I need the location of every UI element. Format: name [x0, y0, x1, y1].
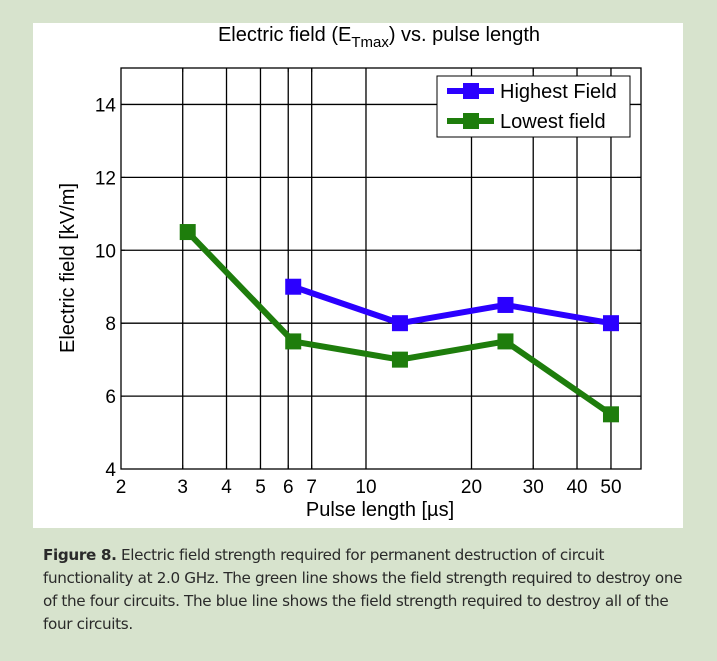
series-line-highest-field — [292, 283, 612, 327]
y-tick-label: 8 — [105, 314, 116, 335]
y-tick-label: 4 — [105, 460, 116, 481]
data-point — [602, 315, 619, 332]
y-tick-label: 10 — [95, 241, 116, 262]
x-tick-label: 10 — [355, 477, 376, 498]
x-tick-label: 20 — [461, 477, 482, 498]
caption-text: Electric field strength required for per… — [43, 546, 683, 633]
legend-label: Lowest field — [500, 111, 606, 133]
data-point — [391, 315, 408, 332]
series-layer — [179, 224, 619, 423]
figure-caption: Figure 8. Electric field strength requir… — [43, 544, 683, 636]
plot-frame — [120, 67, 642, 470]
title-suffix: ) vs. pulse length — [389, 24, 540, 46]
legend: Highest Field Lowest field — [436, 75, 631, 138]
x-tick-label: 40 — [566, 477, 587, 498]
data-point — [497, 333, 514, 350]
x-axis-label: Pulse length [µs] — [306, 499, 454, 521]
x-tick-label: 7 — [306, 477, 317, 498]
chart-title: Electric field (ETmax) vs. pulse length — [218, 24, 540, 51]
x-tick-label: 30 — [523, 477, 544, 498]
y-tick-label: 14 — [95, 95, 117, 116]
y-tick-label: 6 — [105, 387, 116, 408]
data-point — [602, 406, 619, 423]
legend-marker — [463, 113, 479, 129]
legend-marker — [463, 83, 479, 99]
data-point — [285, 278, 302, 295]
x-tick-label: 50 — [600, 477, 621, 498]
x-tick-label: 3 — [177, 477, 188, 498]
data-point — [179, 224, 196, 241]
caption-label: Figure 8. — [43, 546, 117, 564]
legend-label: Highest Field — [500, 81, 617, 103]
x-tick-label: 5 — [255, 477, 266, 498]
data-point — [391, 351, 408, 368]
title-subscript: Tmax — [351, 34, 389, 51]
title-main: Electric field (E — [218, 24, 351, 46]
x-tick-label: 2 — [116, 477, 127, 498]
x-tick-label: 6 — [283, 477, 294, 498]
y-tick-label: 12 — [95, 168, 116, 189]
y-axis-label: Electric field [kV/m] — [57, 183, 79, 353]
data-point — [497, 296, 514, 313]
x-tick-label: 4 — [221, 477, 232, 498]
data-point — [285, 333, 302, 350]
